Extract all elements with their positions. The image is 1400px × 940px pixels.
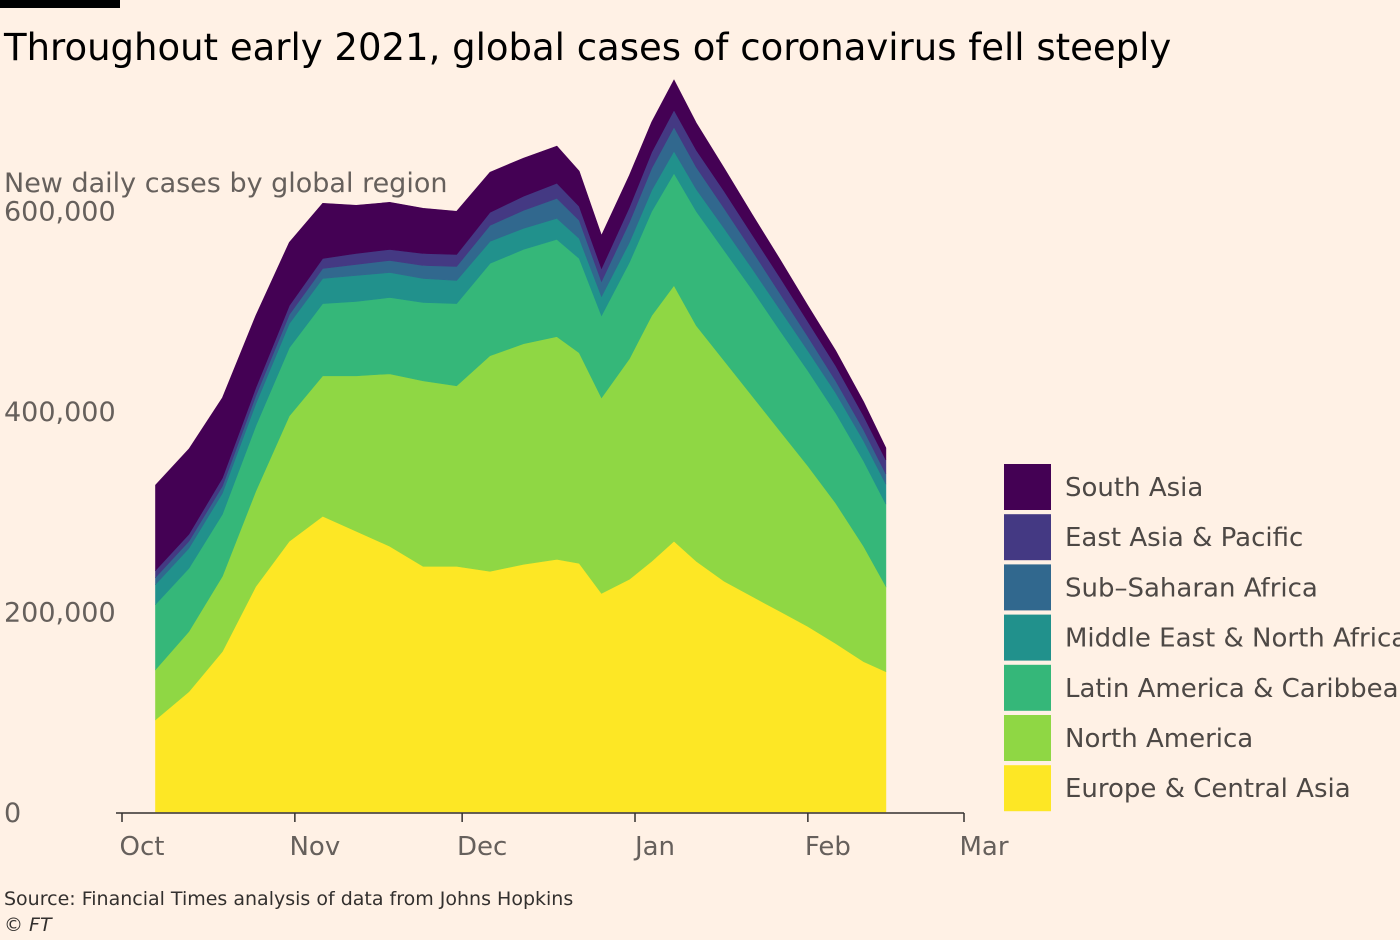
y-tick-label: 600,000 <box>4 196 116 227</box>
legend-swatch <box>1004 614 1051 661</box>
chart-subtitle: New daily cases by global region <box>4 168 447 199</box>
area-south-asia <box>155 79 887 572</box>
legend-label: Middle East & North Africa <box>1065 624 1400 654</box>
x-tick-label: Jan <box>633 832 675 862</box>
legend-label: South Asia <box>1065 473 1203 503</box>
y-tick-label: 400,000 <box>4 397 116 428</box>
chart-title: Throughout early 2021, global cases of c… <box>4 26 1172 69</box>
legend-swatch <box>1004 664 1051 711</box>
legend-label: Sub–Saharan Africa <box>1065 573 1318 603</box>
legend: South Asia East Asia & Pacific Sub–Saharan… <box>1004 464 1400 812</box>
copyright-note: © FT <box>4 914 52 936</box>
legend-label: North America <box>1065 724 1253 754</box>
y-axis: 0 200,000 400,000 600,000 <box>4 196 116 829</box>
y-tick-label: 200,000 <box>4 597 116 628</box>
x-axis: Oct Nov Dec Jan Feb Mar <box>116 812 1009 862</box>
legend-swatch <box>1004 464 1051 510</box>
ft-brand-bar <box>0 0 120 8</box>
legend-label: Latin America & Caribbean <box>1065 674 1400 704</box>
legend-swatch <box>1004 514 1051 561</box>
x-tick-label: Feb <box>805 832 851 862</box>
area-layers <box>155 79 887 813</box>
legend-label: East Asia & Pacific <box>1065 523 1303 553</box>
source-note: Source: Financial Times analysis of data… <box>4 888 574 910</box>
x-tick-label: Oct <box>120 832 165 862</box>
legend-label: Europe & Central Asia <box>1065 774 1351 804</box>
x-tick-label: Nov <box>289 832 340 862</box>
y-tick-label: 0 <box>4 798 21 829</box>
legend-swatch <box>1004 765 1051 812</box>
legend-swatch <box>1004 715 1051 761</box>
x-tick-label: Mar <box>959 832 1008 862</box>
x-tick-label: Dec <box>457 832 507 862</box>
legend-swatch <box>1004 564 1051 611</box>
